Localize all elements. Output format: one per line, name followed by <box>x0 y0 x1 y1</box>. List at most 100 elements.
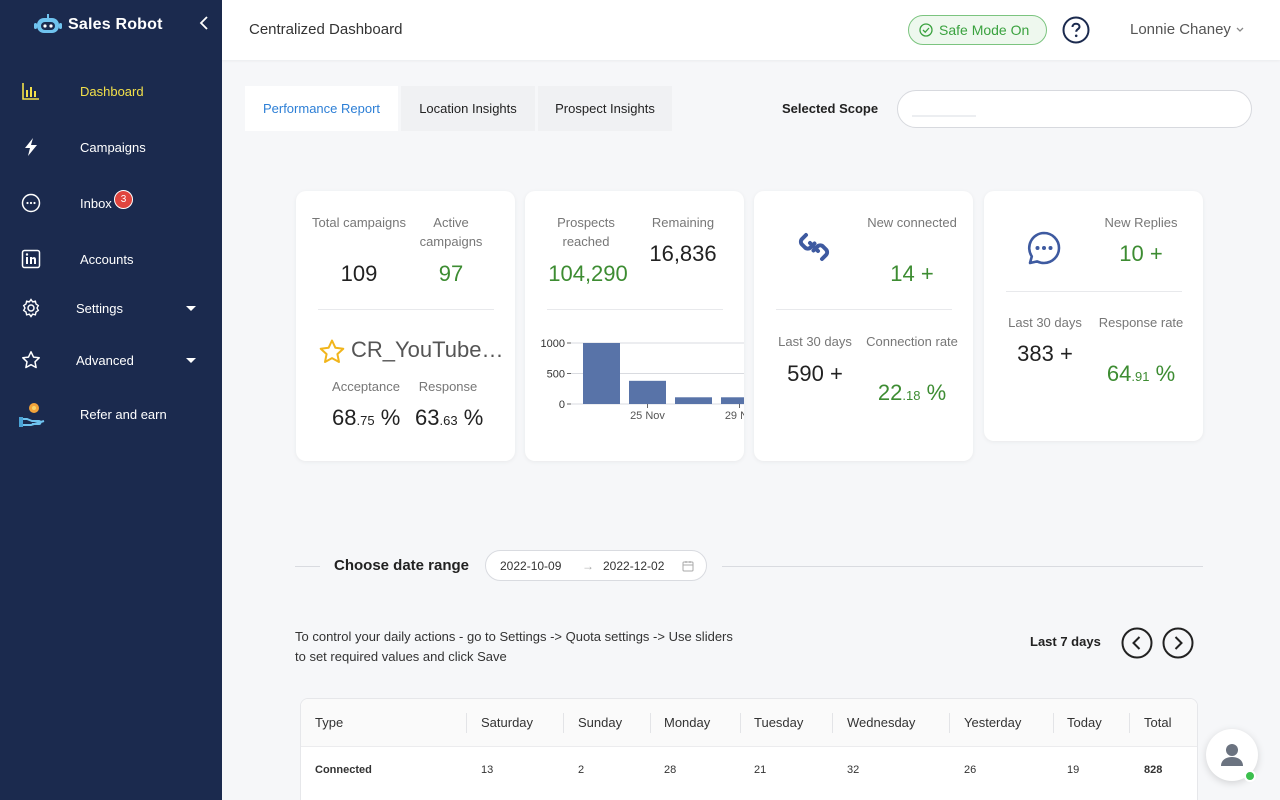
end-date: 2022-12-02 <box>603 559 665 573</box>
replies-card: New Replies 10 + Last 30 days 383 + Resp… <box>984 191 1203 441</box>
date-range-picker[interactable]: 2022-10-09 → 2022-12-02 <box>485 550 707 581</box>
column-header: Monday <box>664 715 711 730</box>
table-cell: 21 <box>754 764 767 776</box>
bar <box>721 397 744 404</box>
x-tick-label: 25 Nov <box>630 410 665 421</box>
column-separator <box>1129 713 1130 733</box>
sidebar-item-advanced[interactable]: Advanced <box>0 340 222 380</box>
sidebar-item-dashboard[interactable]: Dashboard <box>0 71 222 111</box>
campaigns-card: Total campaigns 109 Active campaigns 97 … <box>296 191 515 461</box>
star-icon <box>20 349 42 371</box>
sidebar-item-label: Refer and earn <box>80 406 167 422</box>
table-cell: 32 <box>847 764 860 776</box>
previous-period-button[interactable] <box>1121 627 1153 659</box>
divider <box>547 309 723 310</box>
y-tick-label: 1000 <box>541 338 565 350</box>
tab-performance-report[interactable]: Performance Report <box>245 86 398 131</box>
bar <box>675 397 712 404</box>
response-rate-value: 64.91 % <box>1106 361 1176 386</box>
top-header: Centralized Dashboard Safe Mode On Lonni… <box>222 0 1280 60</box>
campaign-name: CR_YouTube… <box>351 337 504 362</box>
safe-mode-badge[interactable]: Safe Mode On <box>908 15 1047 45</box>
bar-chart-icon <box>20 80 42 102</box>
online-status-dot <box>1244 770 1256 782</box>
x-tick-label: 29 No <box>725 410 744 421</box>
date-range-label: Choose date range <box>334 557 470 574</box>
chevron-down-icon <box>1236 27 1244 32</box>
prospects-reached-value: 104,290 <box>548 261 628 286</box>
table-cell: 19 <box>1067 764 1080 776</box>
sidebar-item-inbox[interactable]: Inbox <box>0 183 222 223</box>
y-tick-label: 0 <box>559 399 565 411</box>
table-cell: 2 <box>578 764 585 776</box>
table-cell: 13 <box>481 764 494 776</box>
column-separator <box>563 713 564 733</box>
brand[interactable]: Sales Robot <box>34 14 163 36</box>
sidebar-item-label: Inbox <box>80 195 112 211</box>
response-rate-label: Response rate <box>1098 315 1184 330</box>
remaining-label: Remaining <box>651 215 715 230</box>
collapse-sidebar-icon[interactable] <box>196 14 212 32</box>
column-header: Total <box>1144 715 1172 730</box>
y-tick-label: 500 <box>547 369 565 381</box>
row-type: Connected <box>315 764 372 776</box>
last-30-days-value: 590 + <box>787 361 843 386</box>
help-icon[interactable] <box>1062 16 1090 44</box>
user-name: Lonnie Chaney <box>1130 21 1231 38</box>
sidebar-item-campaigns[interactable]: Campaigns <box>0 127 222 167</box>
daily-actions-table: Type Saturday Sunday Monday Tuesday Wedn… <box>300 698 1198 800</box>
column-separator <box>1053 713 1054 733</box>
user-menu[interactable]: Lonnie Chaney <box>1130 21 1245 38</box>
tab-location-insights[interactable]: Location Insights <box>401 86 535 131</box>
page-title: Centralized Dashboard <box>249 21 403 38</box>
sidebar-item-label: Settings <box>76 300 123 316</box>
column-header: Type <box>315 715 344 730</box>
last-30-days-label: Last 30 days <box>778 334 852 349</box>
acceptance-label: Acceptance <box>332 379 400 394</box>
inbox-badge: 3 <box>114 190 133 209</box>
sidebar-item-accounts[interactable]: Accounts <box>0 239 222 279</box>
column-header: Yesterday <box>964 715 1022 730</box>
bar-chart: 1000 500 0 25 Nov 29 No <box>541 338 744 421</box>
check-circle-icon <box>919 23 933 37</box>
divider <box>722 566 1203 567</box>
refer-hand-icon <box>18 399 48 429</box>
gear-icon <box>20 297 42 319</box>
arrow-right-icon: → <box>582 559 594 573</box>
column-header: Today <box>1067 715 1102 730</box>
bar <box>583 343 620 404</box>
total-campaigns-label: Total campaigns <box>312 215 406 230</box>
prospects-reached-label: Prospects reached <box>557 215 615 249</box>
column-header: Sunday <box>578 715 623 730</box>
next-period-button[interactable] <box>1162 627 1194 659</box>
lightning-icon <box>20 136 42 158</box>
connections-card: New connected 14 + Last 30 days 590 + Co… <box>754 191 973 461</box>
star-icon[interactable] <box>318 338 346 366</box>
total-campaigns-value: 109 <box>340 261 378 286</box>
avatar-icon <box>1221 744 1243 766</box>
tab-prospect-insights[interactable]: Prospect Insights <box>538 86 672 131</box>
acceptance-rate: 68.75 % <box>332 405 401 430</box>
selected-scope-label: Selected Scope <box>782 101 879 116</box>
response-rate: 63.63 % <box>415 405 484 430</box>
period-label: Last 7 days <box>1030 634 1101 649</box>
table-cell: 26 <box>964 764 977 776</box>
chevron-down-icon <box>186 357 196 363</box>
sidebar-item-label: Accounts <box>80 251 134 267</box>
sidebar-item-settings[interactable]: Settings <box>0 288 222 328</box>
last-30-days-label: Last 30 days <box>1008 315 1082 330</box>
brand-name: Sales Robot <box>68 16 163 33</box>
sidebar-item-refer-and-earn[interactable]: Refer and earn <box>0 394 222 434</box>
table-cell: 28 <box>664 764 677 776</box>
divider <box>295 566 320 567</box>
column-header: Saturday <box>481 715 534 730</box>
prospects-chart: 1000 500 0 25 Nov 29 No <box>537 331 744 421</box>
column-header: Tuesday <box>754 715 804 730</box>
remaining-value: 16,836 <box>649 241 717 266</box>
column-separator <box>949 713 950 733</box>
scope-select[interactable] <box>897 90 1252 128</box>
prospects-card: Prospects reached 104,290 Remaining 16,8… <box>525 191 744 461</box>
calendar-icon <box>682 561 694 572</box>
table-cell-total: 828 <box>1144 764 1163 776</box>
connection-rate-label: Connection rate <box>866 334 958 349</box>
